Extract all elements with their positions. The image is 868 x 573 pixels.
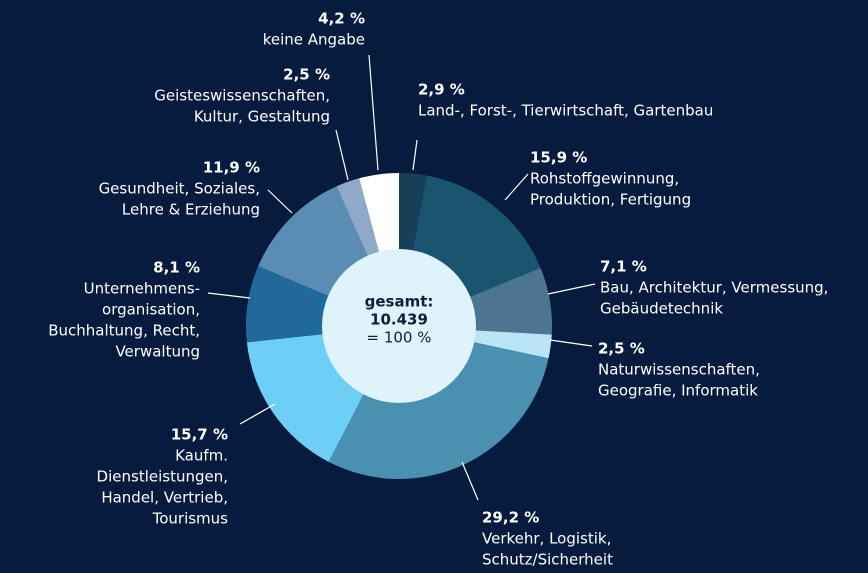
- leader-line: [267, 189, 293, 214]
- leader-line: [239, 403, 276, 425]
- category-label: Gesundheit, Soziales,: [99, 180, 260, 198]
- category-label: keine Angabe: [263, 31, 365, 49]
- value-label: 29,2 %: [482, 509, 539, 527]
- value-label: 11,9 %: [203, 159, 260, 177]
- value-label: 7,1 %: [600, 258, 647, 276]
- leader-line: [368, 54, 379, 171]
- category-label: Rohstoffgewinnung,: [530, 170, 679, 188]
- category-label: Gebäudetechnik: [600, 300, 723, 318]
- center-text: gesamt:: [365, 293, 434, 311]
- category-label: Dienstleistungen,: [97, 468, 228, 486]
- category-label: Schutz/Sicherheit: [482, 551, 613, 569]
- category-label: Geografie, Informatik: [598, 382, 758, 400]
- value-label: 15,9 %: [530, 149, 587, 167]
- center-text: = 100 %: [367, 329, 432, 347]
- category-label: Land-, Forst-, Tierwirtschaft, Gartenbau: [418, 102, 713, 120]
- category-label: Naturwissenschaften,: [598, 361, 760, 379]
- category-label: Tourismus: [152, 510, 229, 528]
- category-label: Handel, Vertrieb,: [101, 489, 228, 507]
- leader-line: [504, 173, 529, 201]
- category-label: Kultur, Gestaltung: [194, 108, 330, 126]
- category-label: organisation,: [102, 301, 200, 319]
- leader-line: [335, 129, 349, 181]
- value-label: 2,5 %: [598, 340, 645, 358]
- category-label: Bau, Architektur, Vermessung,: [600, 279, 828, 297]
- category-label: Unternehmens-: [84, 280, 200, 298]
- category-label: Kaufm.: [175, 447, 228, 465]
- category-label: Lehre & Erziehung: [122, 201, 260, 219]
- category-label: Verkehr, Logistik,: [482, 530, 611, 548]
- value-label: 2,9 %: [418, 81, 465, 99]
- category-label: Verwaltung: [115, 343, 200, 361]
- value-label: 8,1 %: [153, 259, 200, 277]
- leader-line: [207, 292, 251, 299]
- value-label: 2,5 %: [283, 66, 330, 84]
- center-circle: [322, 249, 476, 403]
- leader-line: [461, 461, 479, 501]
- leader-line: [412, 139, 418, 171]
- value-label: 4,2 %: [318, 10, 365, 28]
- center-text: 10.439: [370, 311, 428, 329]
- category-label: Produktion, Fertigung: [530, 191, 691, 209]
- value-label: 15,7 %: [171, 426, 228, 444]
- leader-line: [549, 339, 593, 347]
- category-label: Buchhaltung, Recht,: [48, 322, 200, 340]
- category-label: Geisteswissenschaften,: [154, 87, 330, 105]
- leader-line: [547, 283, 596, 295]
